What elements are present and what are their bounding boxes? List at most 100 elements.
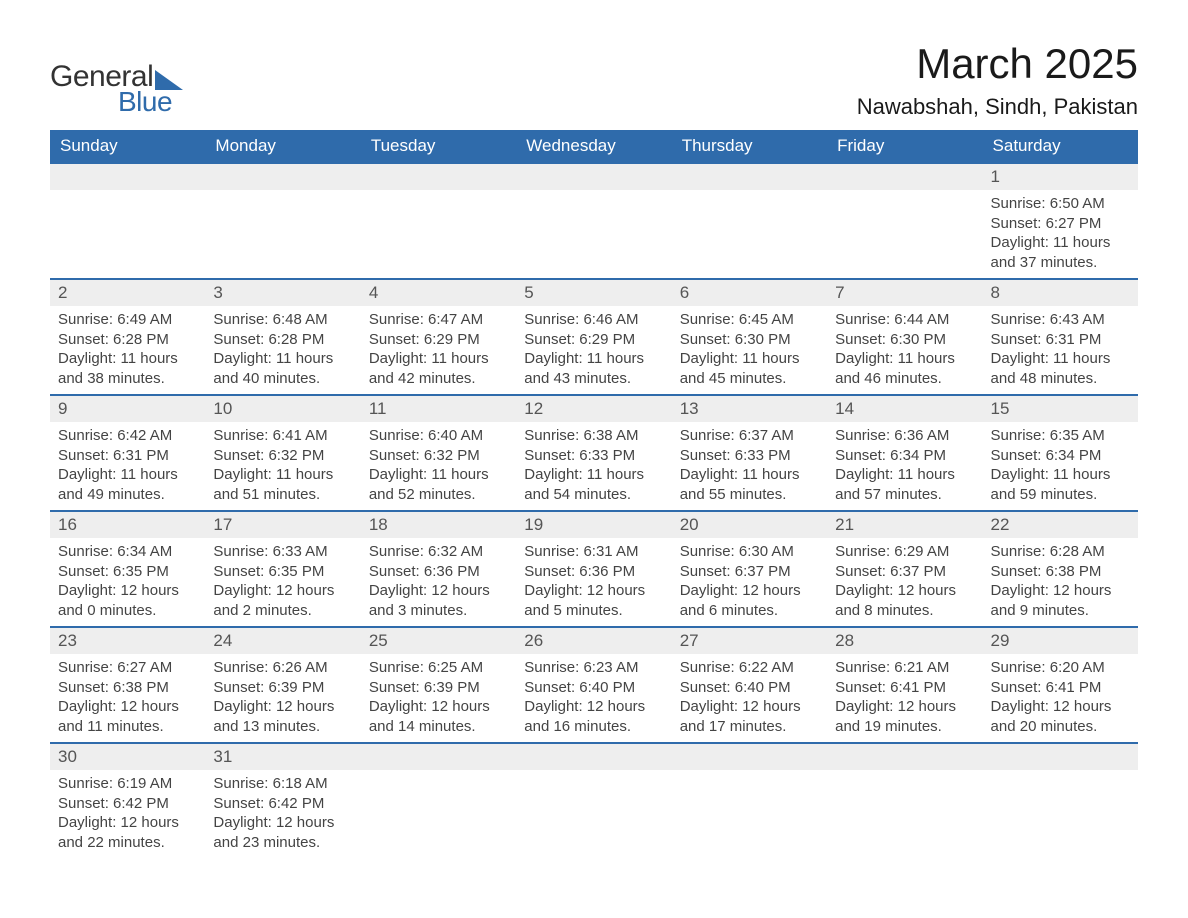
sunrise-text: Sunrise: 6:26 AM: [213, 658, 352, 678]
dayname-sat: Saturday: [983, 130, 1138, 163]
sunset-text: Sunset: 6:33 PM: [680, 446, 819, 466]
day-number-cell: [361, 743, 516, 770]
daylight-text-1: Daylight: 12 hours: [213, 581, 352, 601]
week-data-row: Sunrise: 6:19 AMSunset: 6:42 PMDaylight:…: [50, 770, 1138, 858]
daylight-text-2: and 11 minutes.: [58, 717, 197, 737]
daylight-text-1: Daylight: 12 hours: [835, 697, 974, 717]
daylight-text-1: Daylight: 11 hours: [680, 465, 819, 485]
day-data-cell: Sunrise: 6:19 AMSunset: 6:42 PMDaylight:…: [50, 770, 205, 858]
dayname-fri: Friday: [827, 130, 982, 163]
sunset-text: Sunset: 6:27 PM: [991, 214, 1130, 234]
daylight-text-2: and 42 minutes.: [369, 369, 508, 389]
daylight-text-1: Daylight: 11 hours: [58, 349, 197, 369]
day-data-cell: [516, 770, 671, 858]
day-data-cell: [361, 190, 516, 279]
sunrise-text: Sunrise: 6:33 AM: [213, 542, 352, 562]
week-data-row: Sunrise: 6:50 AMSunset: 6:27 PMDaylight:…: [50, 190, 1138, 279]
day-number-cell: 19: [516, 511, 671, 538]
daylight-text-1: Daylight: 11 hours: [991, 233, 1130, 253]
dayname-tue: Tuesday: [361, 130, 516, 163]
daylight-text-2: and 5 minutes.: [524, 601, 663, 621]
daylight-text-2: and 17 minutes.: [680, 717, 819, 737]
daylight-text-1: Daylight: 11 hours: [524, 465, 663, 485]
day-number-cell: 29: [983, 627, 1138, 654]
daylight-text-2: and 46 minutes.: [835, 369, 974, 389]
daylight-text-1: Daylight: 11 hours: [991, 349, 1130, 369]
sunrise-text: Sunrise: 6:22 AM: [680, 658, 819, 678]
daylight-text-2: and 14 minutes.: [369, 717, 508, 737]
daylight-text-1: Daylight: 11 hours: [680, 349, 819, 369]
week-daynum-row: 23242526272829: [50, 627, 1138, 654]
sunset-text: Sunset: 6:36 PM: [524, 562, 663, 582]
daylight-text-1: Daylight: 11 hours: [369, 349, 508, 369]
day-data-cell: [50, 190, 205, 279]
day-number-cell: 1: [983, 163, 1138, 190]
daylight-text-1: Daylight: 12 hours: [835, 581, 974, 601]
sunset-text: Sunset: 6:35 PM: [58, 562, 197, 582]
sunset-text: Sunset: 6:32 PM: [369, 446, 508, 466]
daylight-text-1: Daylight: 11 hours: [991, 465, 1130, 485]
day-data-cell: Sunrise: 6:35 AMSunset: 6:34 PMDaylight:…: [983, 422, 1138, 511]
daylight-text-1: Daylight: 12 hours: [524, 697, 663, 717]
sunset-text: Sunset: 6:30 PM: [835, 330, 974, 350]
day-data-cell: [827, 770, 982, 858]
day-data-cell: [983, 770, 1138, 858]
daylight-text-2: and 6 minutes.: [680, 601, 819, 621]
sunrise-text: Sunrise: 6:28 AM: [991, 542, 1130, 562]
sunset-text: Sunset: 6:31 PM: [991, 330, 1130, 350]
daylight-text-1: Daylight: 12 hours: [524, 581, 663, 601]
sunrise-text: Sunrise: 6:50 AM: [991, 194, 1130, 214]
daylight-text-2: and 19 minutes.: [835, 717, 974, 737]
daylight-text-2: and 49 minutes.: [58, 485, 197, 505]
daylight-text-2: and 48 minutes.: [991, 369, 1130, 389]
sunrise-text: Sunrise: 6:31 AM: [524, 542, 663, 562]
daylight-text-2: and 22 minutes.: [58, 833, 197, 853]
sunset-text: Sunset: 6:39 PM: [369, 678, 508, 698]
day-number-cell: 14: [827, 395, 982, 422]
sunset-text: Sunset: 6:32 PM: [213, 446, 352, 466]
daylight-text-1: Daylight: 12 hours: [58, 697, 197, 717]
day-data-cell: Sunrise: 6:47 AMSunset: 6:29 PMDaylight:…: [361, 306, 516, 395]
day-data-cell: Sunrise: 6:50 AMSunset: 6:27 PMDaylight:…: [983, 190, 1138, 279]
daylight-text-2: and 37 minutes.: [991, 253, 1130, 273]
day-data-cell: Sunrise: 6:33 AMSunset: 6:35 PMDaylight:…: [205, 538, 360, 627]
daylight-text-1: Daylight: 11 hours: [369, 465, 508, 485]
sunrise-text: Sunrise: 6:21 AM: [835, 658, 974, 678]
day-data-cell: Sunrise: 6:46 AMSunset: 6:29 PMDaylight:…: [516, 306, 671, 395]
daylight-text-2: and 9 minutes.: [991, 601, 1130, 621]
day-data-cell: [361, 770, 516, 858]
day-data-cell: Sunrise: 6:31 AMSunset: 6:36 PMDaylight:…: [516, 538, 671, 627]
day-number-cell: [983, 743, 1138, 770]
sunset-text: Sunset: 6:41 PM: [991, 678, 1130, 698]
sunset-text: Sunset: 6:40 PM: [524, 678, 663, 698]
sunset-text: Sunset: 6:30 PM: [680, 330, 819, 350]
day-data-cell: Sunrise: 6:22 AMSunset: 6:40 PMDaylight:…: [672, 654, 827, 743]
day-data-cell: Sunrise: 6:49 AMSunset: 6:28 PMDaylight:…: [50, 306, 205, 395]
day-number-cell: [672, 163, 827, 190]
daylight-text-2: and 45 minutes.: [680, 369, 819, 389]
sunrise-text: Sunrise: 6:20 AM: [991, 658, 1130, 678]
sunrise-text: Sunrise: 6:25 AM: [369, 658, 508, 678]
day-number-cell: [516, 743, 671, 770]
sunrise-text: Sunrise: 6:41 AM: [213, 426, 352, 446]
daylight-text-1: Daylight: 12 hours: [991, 697, 1130, 717]
day-number-cell: [205, 163, 360, 190]
week-daynum-row: 2345678: [50, 279, 1138, 306]
day-number-cell: 27: [672, 627, 827, 654]
daylight-text-1: Daylight: 12 hours: [680, 581, 819, 601]
daylight-text-1: Daylight: 12 hours: [213, 813, 352, 833]
day-number-cell: 9: [50, 395, 205, 422]
sunrise-text: Sunrise: 6:36 AM: [835, 426, 974, 446]
day-number-cell: 20: [672, 511, 827, 538]
day-number-cell: [50, 163, 205, 190]
day-data-cell: Sunrise: 6:42 AMSunset: 6:31 PMDaylight:…: [50, 422, 205, 511]
dayname-sun: Sunday: [50, 130, 205, 163]
day-data-cell: Sunrise: 6:20 AMSunset: 6:41 PMDaylight:…: [983, 654, 1138, 743]
sunrise-text: Sunrise: 6:35 AM: [991, 426, 1130, 446]
day-data-cell: Sunrise: 6:34 AMSunset: 6:35 PMDaylight:…: [50, 538, 205, 627]
dayname-mon: Monday: [205, 130, 360, 163]
day-data-cell: Sunrise: 6:21 AMSunset: 6:41 PMDaylight:…: [827, 654, 982, 743]
sunset-text: Sunset: 6:28 PM: [213, 330, 352, 350]
daylight-text-1: Daylight: 11 hours: [58, 465, 197, 485]
daylight-text-2: and 16 minutes.: [524, 717, 663, 737]
